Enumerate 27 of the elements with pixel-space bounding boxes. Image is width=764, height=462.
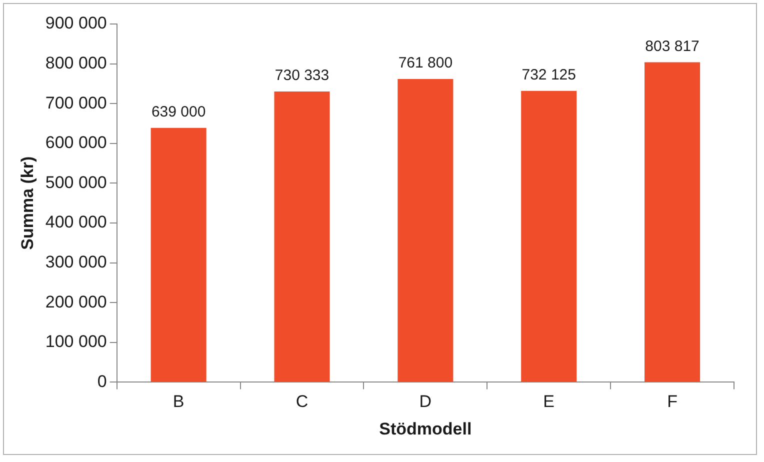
x-tick-label: E: [543, 392, 555, 412]
data-label: 730 333: [274, 67, 330, 84]
y-tick-label: 300 000: [45, 252, 107, 272]
x-tick-label: F: [667, 392, 678, 412]
x-tick-label: C: [296, 392, 308, 412]
y-tick-label: 100 000: [45, 332, 107, 352]
bar: [644, 62, 700, 382]
y-tick-label: 900 000: [45, 14, 107, 33]
y-tick-label: 600 000: [45, 133, 107, 152]
data-label: 732 125: [522, 66, 576, 84]
x-axis-title: Stödmodell: [379, 419, 472, 438]
x-tick-label: D: [419, 392, 432, 412]
y-tick-label: 200 000: [45, 292, 107, 312]
bar: [398, 79, 454, 382]
y-axis-title: Summa (kr): [18, 156, 37, 250]
bar: [150, 128, 206, 382]
x-tick-label: B: [172, 392, 184, 412]
data-label: 803 817: [645, 38, 700, 55]
bar: [521, 90, 577, 382]
data-label: 639 000: [151, 104, 206, 121]
y-tick-label: 400 000: [45, 212, 107, 232]
data-label: 761 800: [398, 54, 453, 72]
bar: [274, 92, 330, 382]
y-tick-label: 500 000: [45, 172, 107, 192]
y-tick-label: 0: [97, 372, 107, 391]
y-tick-label: 800 000: [45, 53, 107, 72]
y-tick-label: 700 000: [45, 93, 107, 112]
